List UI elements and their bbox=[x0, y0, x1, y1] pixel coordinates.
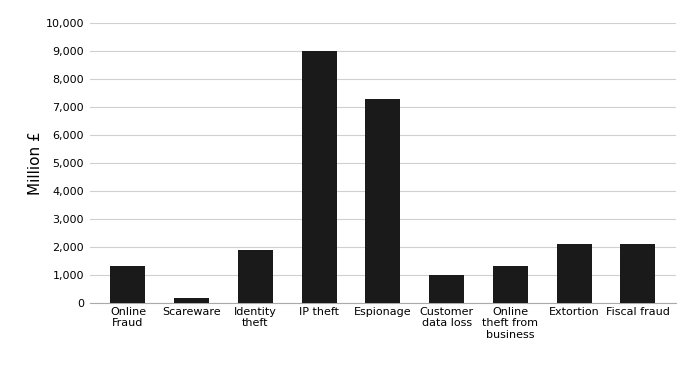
Bar bbox=[174, 298, 209, 303]
Bar bbox=[429, 275, 464, 303]
Bar bbox=[493, 266, 528, 303]
Y-axis label: Million £: Million £ bbox=[28, 131, 43, 195]
Bar bbox=[110, 266, 146, 303]
Bar bbox=[557, 244, 592, 303]
Bar bbox=[302, 51, 337, 303]
Bar bbox=[366, 99, 400, 303]
Bar bbox=[620, 244, 656, 303]
Bar bbox=[238, 249, 273, 303]
